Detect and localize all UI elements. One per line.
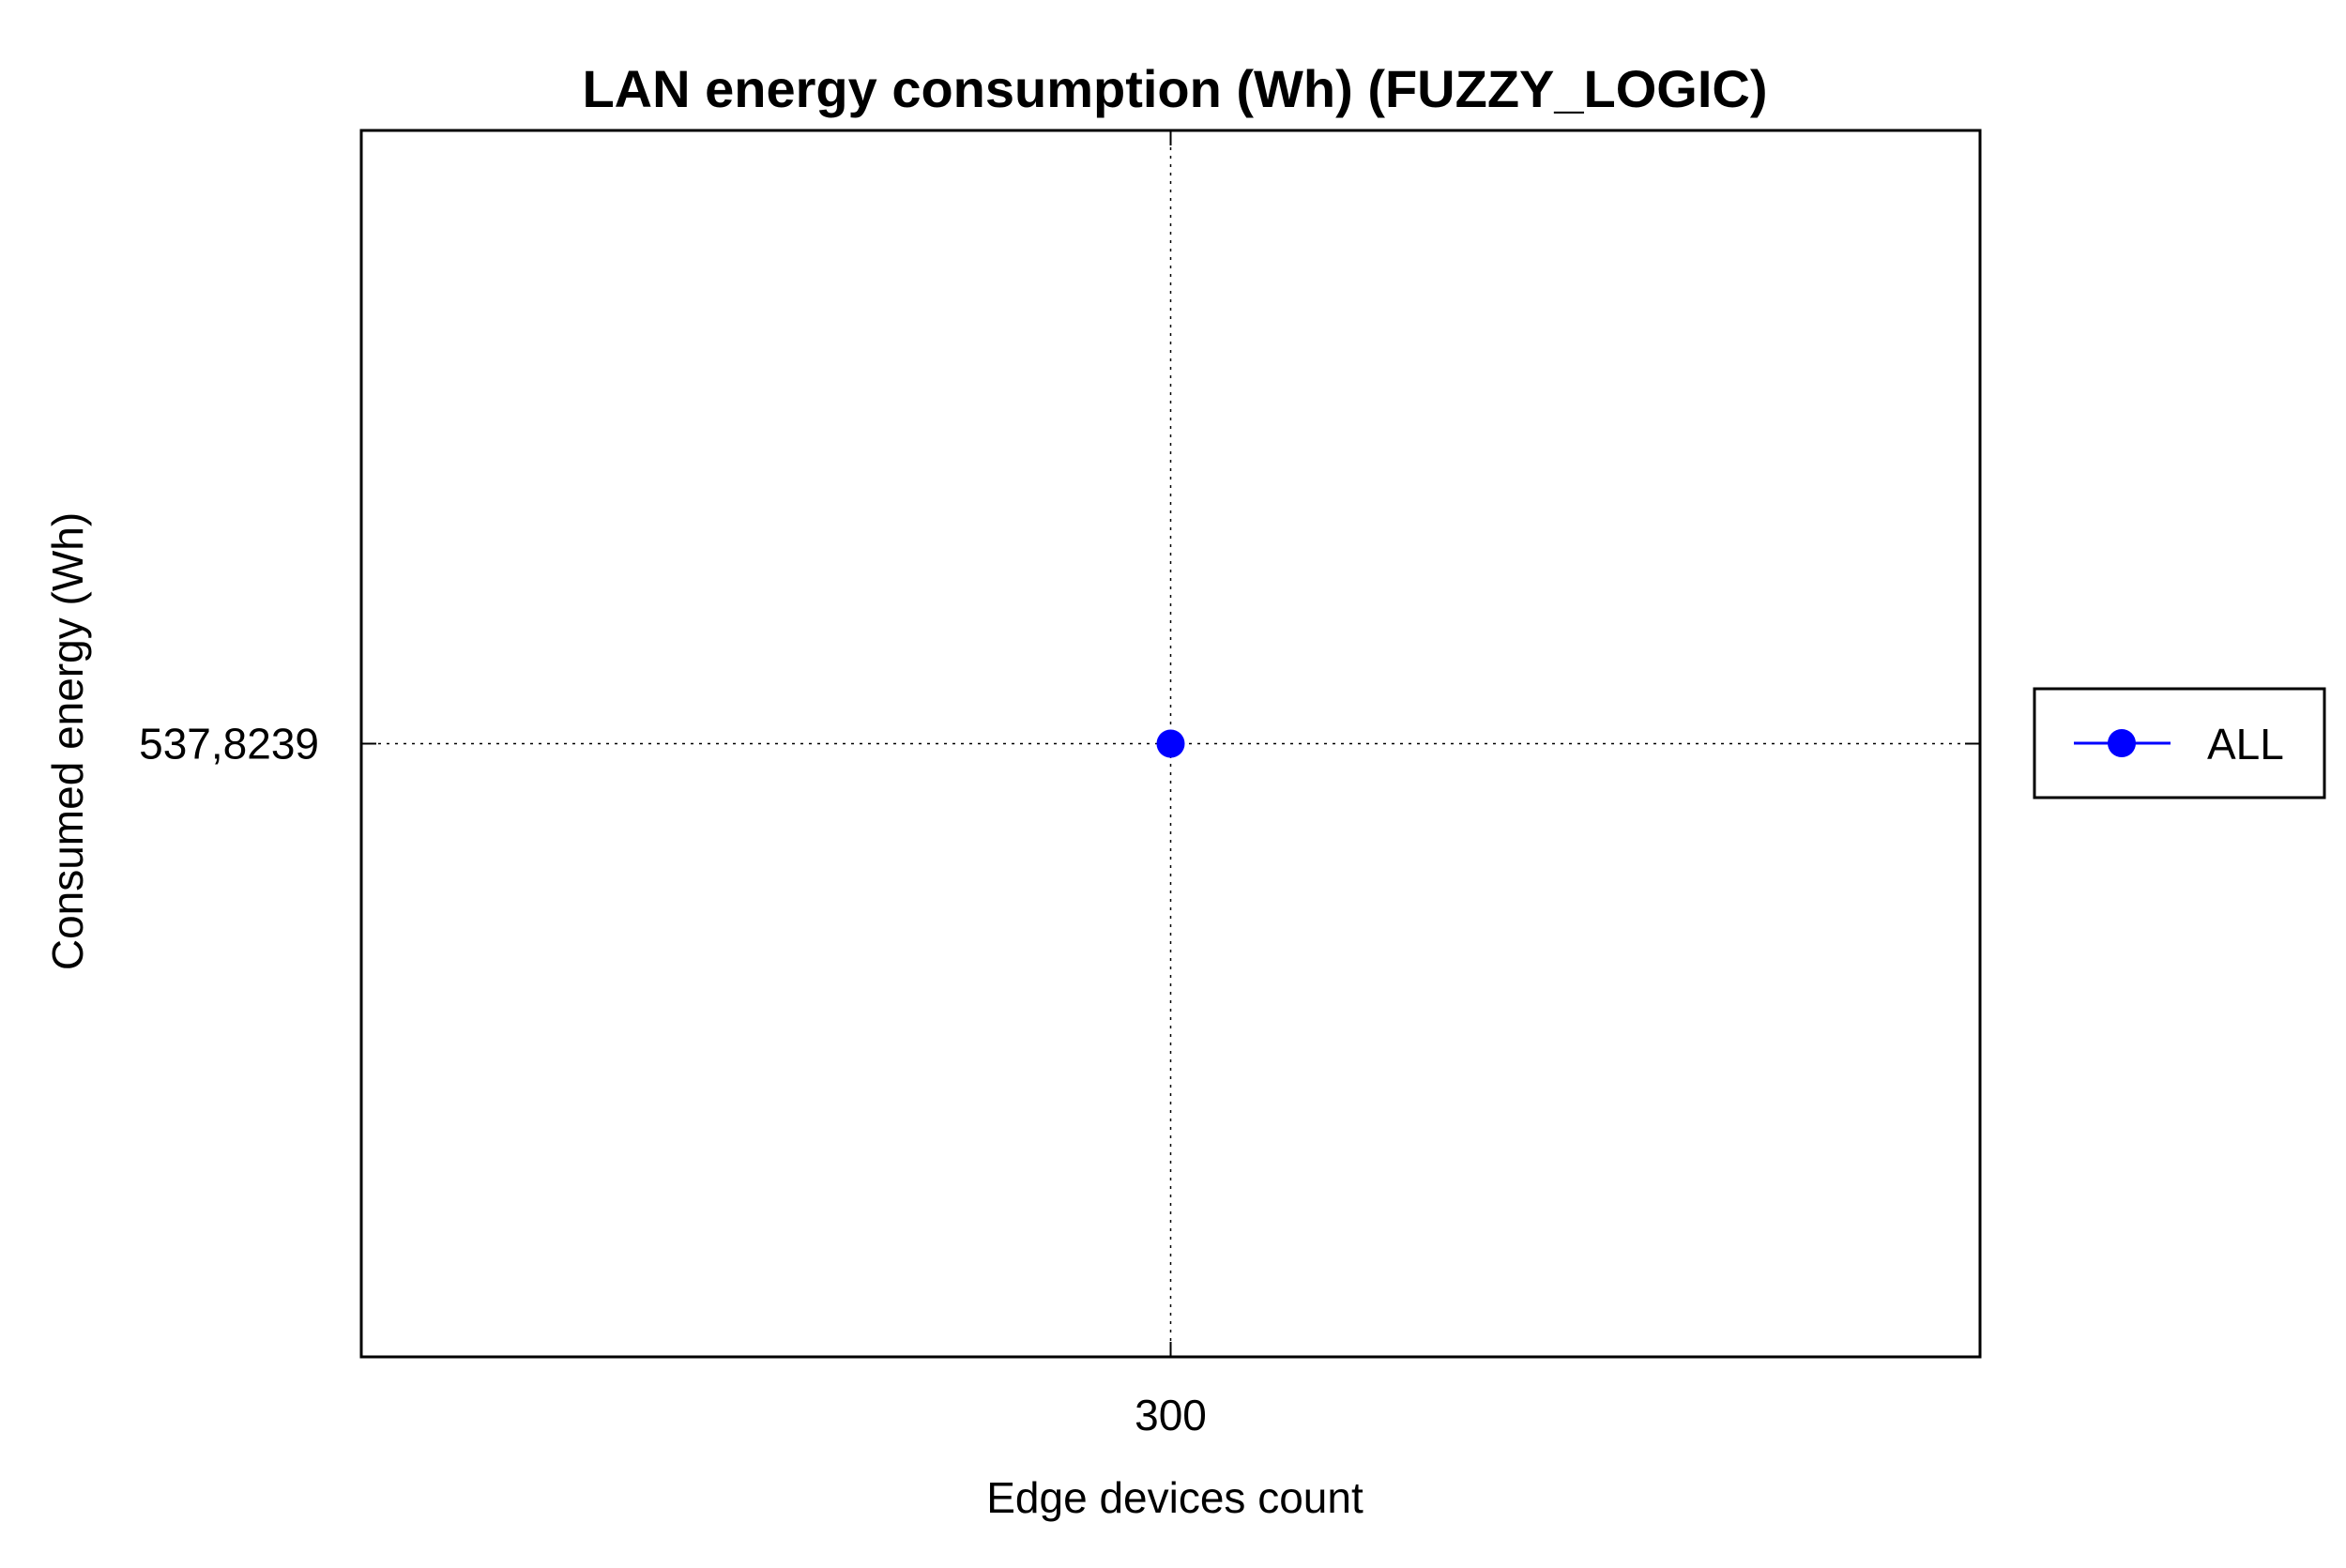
legend-marker-swatch [2108, 729, 2136, 757]
series-layer [1156, 729, 1185, 758]
y-tick-label: 537,8239 [139, 720, 319, 769]
x-tick-label: 300 [1135, 1391, 1207, 1439]
chart-title: LAN energy consumption (Wh) (FUZZY_LOGIC… [582, 59, 1767, 118]
tick-layer: 300 537,8239 [139, 130, 1980, 1439]
grid-layer [361, 130, 1980, 1357]
legend: ALL [2033, 687, 2326, 799]
data-point [1156, 729, 1185, 758]
legend-label: ALL [2207, 720, 2284, 769]
y-axis-label: Consumed energy (Wh) [43, 512, 92, 970]
x-axis-label: Edge devices count [986, 1473, 1363, 1522]
